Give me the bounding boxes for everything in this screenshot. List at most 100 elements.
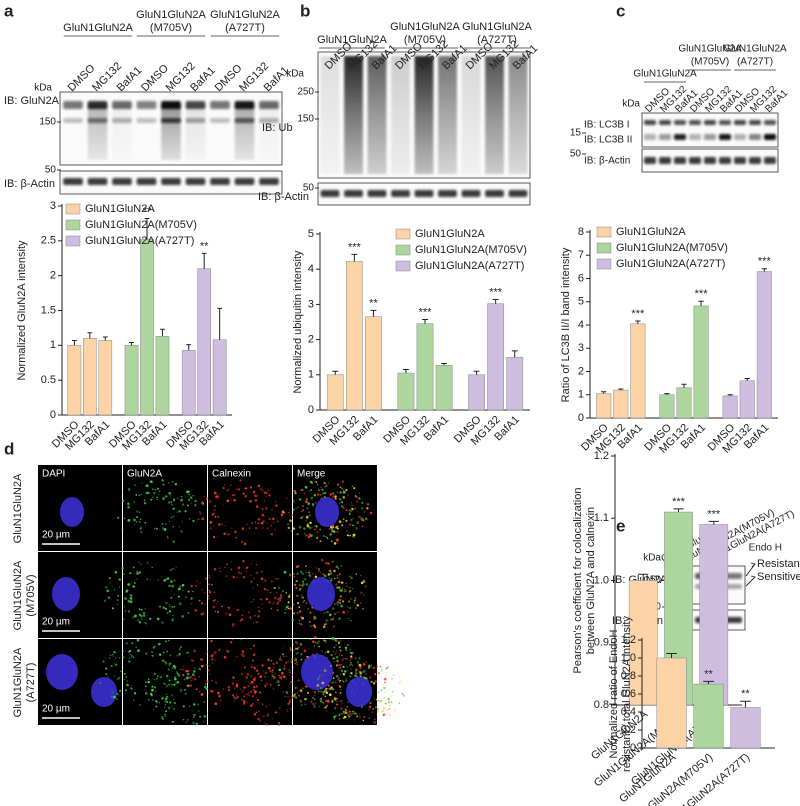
signal xyxy=(185,676,189,680)
signal xyxy=(291,530,293,532)
signal xyxy=(166,700,169,703)
group-label: GluN1GluN2A xyxy=(678,44,742,55)
signal xyxy=(201,501,205,505)
signal xyxy=(356,603,360,607)
signal xyxy=(350,651,354,655)
signal xyxy=(161,576,163,578)
blot-smear xyxy=(391,56,410,174)
nucleus xyxy=(315,497,339,527)
signal xyxy=(171,590,173,592)
signal xyxy=(153,491,156,495)
signal xyxy=(241,690,244,693)
signal xyxy=(105,673,108,675)
signal xyxy=(346,613,348,615)
signal xyxy=(106,589,110,593)
signal xyxy=(328,482,330,484)
signal xyxy=(298,622,301,625)
signal xyxy=(208,576,211,579)
signal xyxy=(310,534,313,537)
signal xyxy=(319,686,323,690)
nucleus xyxy=(301,654,333,690)
blot-band xyxy=(704,120,716,125)
bar xyxy=(83,338,97,416)
y-tick-label: 1 xyxy=(50,339,56,351)
signal xyxy=(325,691,329,694)
signal xyxy=(300,594,303,596)
signal xyxy=(289,683,291,685)
error-bar xyxy=(402,369,409,374)
signal xyxy=(300,510,303,512)
signal xyxy=(187,651,190,654)
signal xyxy=(262,520,265,523)
signal xyxy=(276,680,280,683)
signal xyxy=(349,509,352,513)
signal xyxy=(136,578,138,580)
signal xyxy=(114,663,118,667)
signal xyxy=(332,688,335,691)
significance: ** xyxy=(741,688,750,700)
blot-smear xyxy=(234,105,255,160)
signal xyxy=(161,527,165,530)
signal xyxy=(277,684,280,687)
signal xyxy=(281,590,284,592)
signal xyxy=(255,685,258,688)
signal xyxy=(279,656,282,658)
signal xyxy=(220,523,223,526)
signal xyxy=(339,602,342,604)
arrow xyxy=(745,562,756,577)
signal xyxy=(348,710,351,713)
signal xyxy=(195,688,198,691)
micrograph xyxy=(123,465,207,551)
signal xyxy=(261,603,263,605)
y-tick-label: 0.5 xyxy=(41,374,56,386)
y-tick-label: 0 xyxy=(308,404,314,416)
ib-label: IB: GluN2A xyxy=(4,95,60,107)
signal xyxy=(246,701,249,703)
error-bar xyxy=(618,388,624,391)
signal xyxy=(145,685,147,688)
signal xyxy=(289,519,292,522)
signal xyxy=(343,507,345,509)
signal xyxy=(273,601,276,604)
error-bar xyxy=(473,370,480,375)
signal xyxy=(128,600,131,603)
signal xyxy=(170,516,173,519)
bar xyxy=(693,305,709,419)
signal xyxy=(177,587,181,591)
signal xyxy=(171,584,174,588)
signal xyxy=(349,590,352,592)
signal xyxy=(142,614,146,617)
signal xyxy=(323,639,325,642)
signal xyxy=(270,607,273,610)
signal xyxy=(350,672,353,675)
signal xyxy=(326,704,329,707)
signal xyxy=(260,492,262,494)
signal xyxy=(318,675,321,678)
blot-smear xyxy=(161,105,181,160)
signal xyxy=(288,594,290,596)
signal xyxy=(281,516,283,518)
signal xyxy=(278,668,282,672)
signal xyxy=(127,583,131,586)
signal xyxy=(373,697,376,700)
signal xyxy=(296,611,299,615)
signal xyxy=(339,718,341,720)
ib-label: IB: Ub xyxy=(262,122,293,134)
signal xyxy=(314,501,317,504)
signal xyxy=(342,600,345,603)
y-tick-label: 2 xyxy=(308,334,314,346)
signal xyxy=(252,644,256,647)
signal xyxy=(208,574,210,577)
blot-band xyxy=(764,157,776,164)
signal xyxy=(180,691,182,693)
signal xyxy=(124,610,127,612)
signal xyxy=(136,638,140,642)
signal xyxy=(324,639,327,642)
signal xyxy=(157,579,160,581)
signal xyxy=(399,682,401,684)
signal xyxy=(296,601,300,605)
signal xyxy=(319,700,322,703)
signal xyxy=(176,672,178,675)
signal xyxy=(338,679,340,681)
signal xyxy=(153,672,157,676)
